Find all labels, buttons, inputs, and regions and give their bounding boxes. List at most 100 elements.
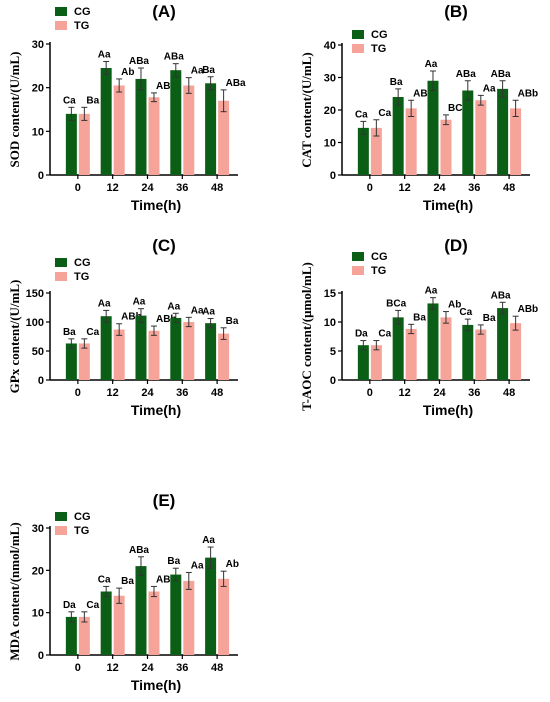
x-tick-label: 48 (211, 662, 223, 674)
significance-label: Ba (167, 556, 180, 567)
bar-cg (497, 88, 509, 175)
bar-cg (427, 80, 439, 175)
y-tick-label: 40 (324, 40, 336, 52)
y-tick-label: 150 (26, 288, 44, 300)
bar-tg (510, 108, 522, 175)
bar-cg (65, 616, 77, 655)
bar-cg (392, 317, 404, 380)
significance-label: Aa (98, 49, 111, 60)
significance-label: Ab (121, 67, 134, 78)
y-axis-label: CAT content/(U/mL) (299, 52, 314, 167)
bar-tg (148, 330, 160, 380)
significance-label: Ca (98, 574, 111, 585)
bar-cg (65, 343, 77, 380)
bar-cg (357, 345, 369, 380)
x-tick-label: 48 (503, 387, 515, 399)
legend-label: TG (74, 20, 89, 32)
x-axis-label: Time(h) (423, 197, 473, 213)
y-tick-label: 10 (324, 138, 336, 150)
x-axis-label: Time(h) (131, 677, 181, 693)
significance-label: ABa (164, 52, 184, 63)
significance-label: Ba (390, 77, 403, 88)
bar-cg (357, 127, 369, 175)
y-tick-label: 30 (32, 39, 44, 51)
bar-tg (148, 97, 160, 175)
legend-label: CG (371, 251, 388, 263)
x-tick-label: 0 (367, 182, 373, 194)
legend-label: TG (74, 525, 89, 537)
legend-swatch-cg (352, 30, 364, 39)
significance-label: BCa (386, 298, 406, 309)
significance-label: Aa (191, 66, 204, 77)
significance-label: ABb (518, 88, 539, 99)
y-axis-label: GPx content/(U/mL) (7, 280, 22, 394)
bar-tg (113, 85, 125, 175)
significance-label: ABa (491, 290, 511, 301)
bar-cg (462, 324, 474, 380)
x-tick-label: 24 (141, 387, 154, 399)
y-tick-label: 0 (38, 375, 44, 387)
y-axis-label: SOD content/(U/mL) (7, 52, 22, 168)
legend-label: TG (74, 271, 89, 283)
bar-tg (475, 100, 487, 175)
y-axis-label: T-AOC content/(μmol/mL) (299, 262, 314, 411)
legend-label: CG (371, 29, 388, 41)
y-tick-label: 10 (324, 317, 336, 329)
significance-label: Da (63, 600, 76, 611)
x-tick-label: 0 (75, 662, 81, 674)
bar-cg (170, 317, 182, 380)
x-tick-label: 36 (468, 182, 480, 194)
x-tick-label: 12 (399, 387, 411, 399)
y-tick-label: 0 (330, 375, 336, 387)
significance-label: ABa (456, 69, 476, 80)
legend-swatch-tg (55, 21, 67, 30)
legend-swatch-cg (55, 258, 67, 267)
chart-title: (E) (153, 491, 176, 510)
bar-cg (462, 90, 474, 175)
bar-tg (440, 317, 452, 380)
bar-tg (218, 333, 230, 380)
y-tick-label: 0 (38, 650, 44, 662)
significance-label: ABa (226, 78, 246, 89)
y-tick-label: 100 (26, 317, 44, 329)
significance-label: Aa (425, 286, 438, 297)
x-axis-label: Time(h) (131, 402, 181, 418)
significance-label: Ab (226, 559, 239, 570)
significance-label: Ca (86, 327, 99, 338)
significance-label: Ba (413, 312, 426, 323)
significance-label: Ca (459, 307, 472, 318)
x-tick-label: 0 (75, 387, 81, 399)
significance-label: ABb (156, 81, 177, 92)
y-tick-label: 0 (330, 170, 336, 182)
x-tick-label: 12 (107, 662, 119, 674)
legend-swatch-cg (55, 7, 67, 16)
significance-label: Ab (448, 300, 461, 311)
bar-tg (440, 119, 452, 175)
chart-title: (D) (444, 236, 468, 255)
significance-label: Ca (378, 108, 391, 119)
significance-label: Ca (355, 109, 368, 120)
significance-label: ABa (491, 69, 511, 80)
x-tick-label: 24 (433, 387, 446, 399)
bar-tg (183, 322, 195, 380)
y-tick-label: 20 (32, 565, 44, 577)
bar-cg (392, 97, 404, 175)
legend-label: CG (74, 6, 91, 18)
significance-label: ABb (156, 574, 177, 585)
bar-tg (370, 345, 382, 380)
bar-tg (113, 329, 125, 380)
chart-title: (C) (152, 236, 176, 255)
x-tick-label: 24 (141, 182, 154, 194)
significance-label: Ba (202, 65, 215, 76)
x-tick-label: 36 (176, 182, 188, 194)
bar-tg (78, 113, 90, 175)
x-tick-label: 36 (176, 662, 188, 674)
x-axis-label: Time(h) (131, 197, 181, 213)
y-axis-label: MDA content/(nmol/mL) (7, 522, 22, 660)
significance-label: Ba (63, 327, 76, 338)
bar-cg (205, 83, 217, 175)
bar-cg (100, 591, 112, 655)
significance-label: Aa (202, 535, 215, 546)
significance-label: Ca (378, 329, 391, 340)
